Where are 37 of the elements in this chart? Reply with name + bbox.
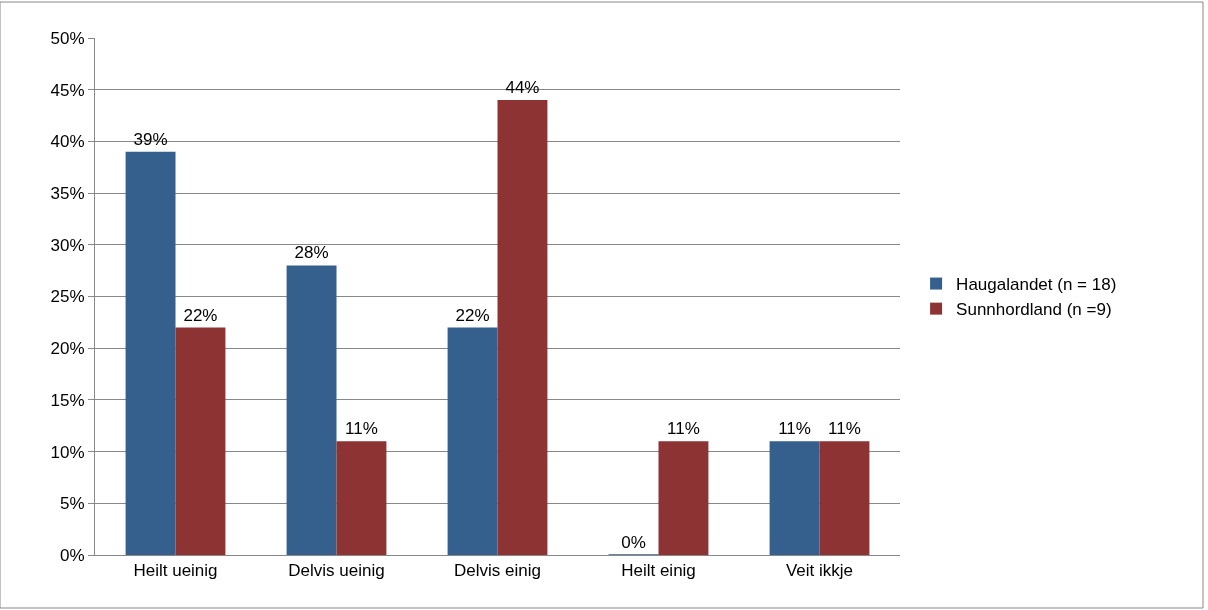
data-label: 11% bbox=[778, 419, 811, 439]
y-tick-label: 35% bbox=[50, 184, 85, 204]
y-tick-label: 0% bbox=[60, 545, 85, 565]
bar bbox=[658, 441, 709, 555]
data-label: 11% bbox=[667, 419, 700, 439]
x-tick-label: Delvis einig bbox=[454, 561, 541, 581]
y-tick-label: 30% bbox=[50, 235, 85, 255]
y-tick-label: 45% bbox=[50, 80, 85, 100]
bar bbox=[819, 441, 870, 555]
y-tick-label: 25% bbox=[50, 287, 85, 307]
bar bbox=[769, 441, 820, 555]
data-label: 22% bbox=[455, 305, 490, 325]
x-tick-label: Heilt ueinig bbox=[133, 561, 218, 581]
x-tick-label: Veit ikkje bbox=[785, 561, 854, 581]
x-tick-label: Heilt einig bbox=[621, 561, 696, 581]
x-tick-label: Delvis ueinig bbox=[288, 561, 385, 581]
y-tick-label: 20% bbox=[50, 339, 85, 359]
bar bbox=[336, 441, 387, 555]
data-label: 0% bbox=[621, 533, 646, 552]
y-tick-label: 10% bbox=[50, 442, 85, 462]
bar bbox=[125, 151, 176, 555]
data-label: 39% bbox=[133, 129, 168, 149]
data-label: 11% bbox=[828, 419, 861, 439]
legend-label: Sunnhordland (n =9) bbox=[956, 300, 1112, 320]
y-tick-label: 50% bbox=[50, 28, 85, 48]
data-label: 22% bbox=[183, 305, 218, 325]
data-label: 44% bbox=[505, 78, 540, 98]
bar bbox=[175, 327, 226, 555]
bar bbox=[497, 100, 548, 555]
y-tick-label: 5% bbox=[60, 494, 85, 514]
bar bbox=[447, 327, 498, 555]
y-tick-label: 40% bbox=[50, 132, 85, 152]
legend-label: Haugalandet (n = 18) bbox=[956, 275, 1117, 295]
y-tick-label: 15% bbox=[50, 390, 85, 410]
bar bbox=[286, 265, 337, 555]
data-label: 11% bbox=[345, 419, 378, 439]
data-label: 28% bbox=[294, 243, 329, 263]
